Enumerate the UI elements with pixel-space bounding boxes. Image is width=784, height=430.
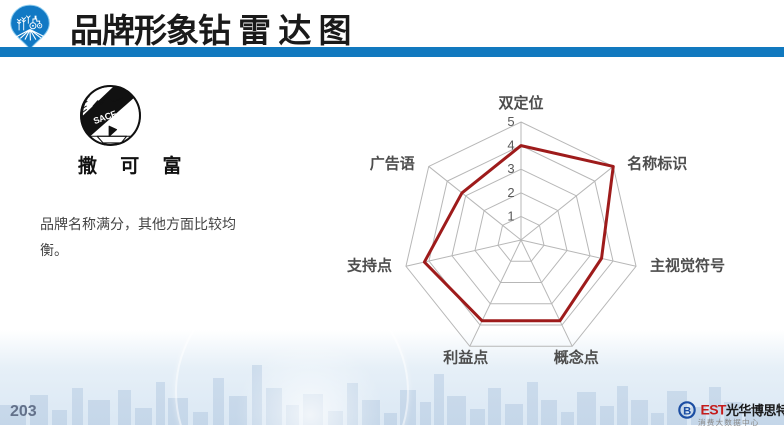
svg-text:1: 1 bbox=[507, 208, 514, 223]
svg-text:概念点: 概念点 bbox=[554, 348, 599, 366]
svg-text:名称标识: 名称标识 bbox=[627, 154, 687, 172]
svg-text:3: 3 bbox=[507, 161, 514, 176]
svg-text:2: 2 bbox=[507, 185, 514, 200]
svg-text:主视觉符号: 主视觉符号 bbox=[650, 256, 725, 274]
svg-text:双定位: 双定位 bbox=[498, 94, 543, 112]
svg-text:支持点: 支持点 bbox=[346, 256, 392, 274]
svg-text:利益点: 利益点 bbox=[443, 348, 488, 366]
svg-text:5: 5 bbox=[507, 114, 514, 129]
svg-text:广告语: 广告语 bbox=[370, 154, 415, 172]
